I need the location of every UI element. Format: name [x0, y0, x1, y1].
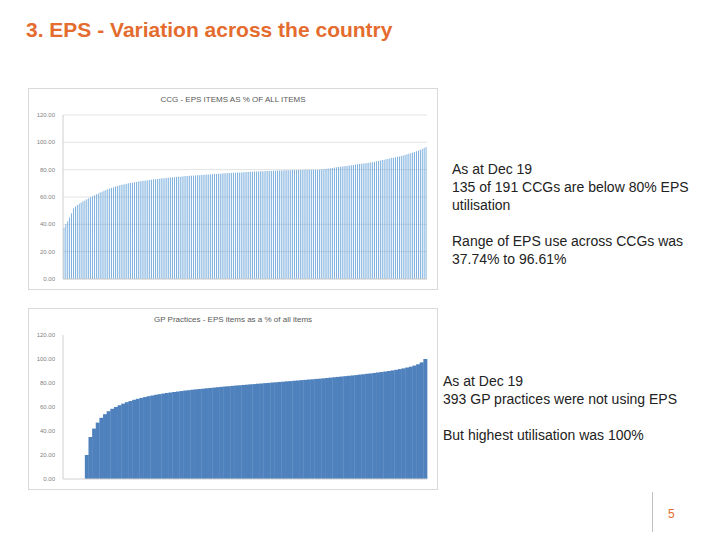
svg-text:80.00: 80.00	[40, 167, 56, 173]
svg-text:120.00: 120.00	[37, 112, 56, 118]
svg-text:0.00: 0.00	[43, 476, 55, 482]
html-text:As at Dec 19: As at Dec 19	[443, 373, 524, 389]
html-text:393 GP practices were not usin: 393 GP practices were not using EPS	[443, 391, 677, 407]
svg-text:120.00: 120.00	[37, 332, 56, 338]
svg-text:100.00: 100.00	[37, 356, 56, 362]
html-text:GP Practices - EPS items as a: GP Practices - EPS items as a % of all i…	[153, 315, 313, 324]
html-text:CCG - EPS ITEMS AS % OF ALL IT: CCG - EPS ITEMS AS % OF ALL ITEMS	[160, 95, 306, 104]
svg-text:40.00: 40.00	[40, 428, 56, 434]
svg-text:40.00: 40.00	[40, 221, 56, 227]
svg-text:60.00: 60.00	[40, 194, 56, 200]
svg-text:20.00: 20.00	[40, 249, 56, 255]
html-text:5: 5	[668, 507, 675, 521]
html-text:But highest utilisation was 10: But highest utilisation was 100%	[443, 427, 644, 443]
html-text:3. EPS - Variation across the: 3. EPS - Variation across the country	[26, 18, 393, 41]
html-text:As at Dec 19: As at Dec 19	[452, 161, 533, 177]
svg-text:20.00: 20.00	[40, 452, 56, 458]
svg-text:80.00: 80.00	[40, 380, 56, 386]
html-text:Range of EPS use across CCGs w: Range of EPS use across CCGs was	[452, 233, 684, 249]
html-text:utilisation: utilisation	[452, 197, 511, 213]
svg-text:60.00: 60.00	[40, 404, 56, 410]
svg-text:100.00: 100.00	[37, 139, 56, 145]
html-text:37.74% to 96.61%: 37.74% to 96.61%	[452, 251, 567, 267]
svg-text:0.00: 0.00	[43, 276, 55, 282]
html-text:135 of 191 CCGs are below 80%: 135 of 191 CCGs are below 80% EPS	[452, 179, 689, 195]
